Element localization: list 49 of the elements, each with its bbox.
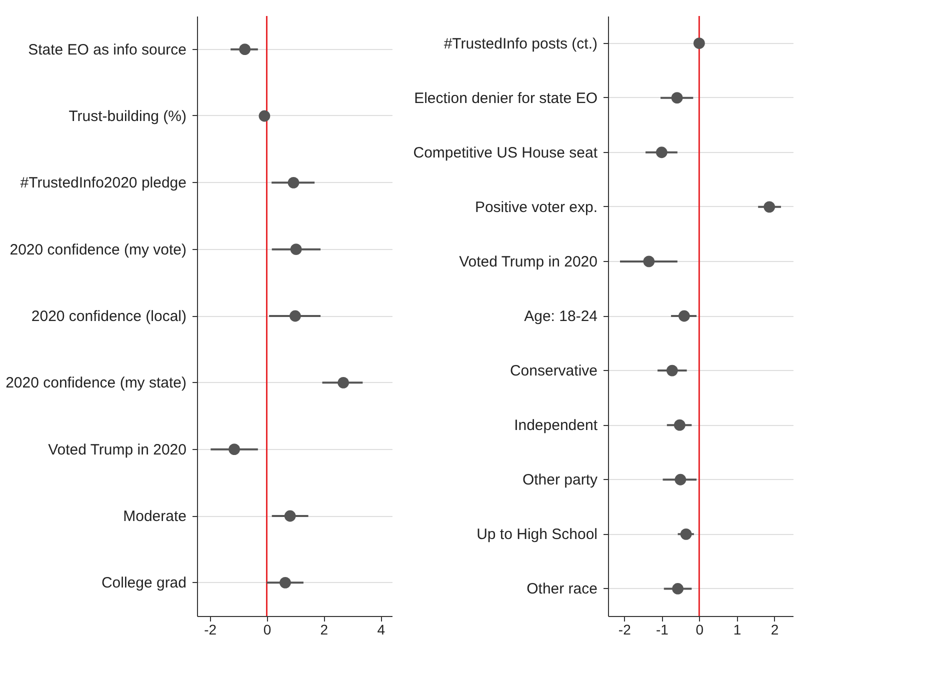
point [643, 256, 655, 268]
y-tick-label: Independent [514, 417, 598, 434]
y-tick-label: 2020 confidence (my vote) [10, 241, 186, 258]
point [674, 474, 686, 486]
x-tick-label: 1 [733, 622, 742, 638]
x-tick-label: 2 [770, 622, 779, 638]
point [290, 310, 301, 322]
point [671, 92, 683, 104]
y-tick-label: Other party [522, 472, 598, 489]
y-tick-label: College grad [101, 574, 186, 592]
point [239, 44, 251, 56]
point [338, 376, 350, 388]
y-tick-label: Other race [526, 580, 598, 598]
y-tick-label: Moderate [123, 508, 186, 525]
x-tick-label: -2 [204, 622, 217, 638]
y-tick-label: #TrustedInfo posts (ct.) [444, 35, 598, 52]
point [284, 510, 296, 522]
point [693, 38, 705, 49]
point [280, 576, 291, 588]
y-tick-label: Election denier for state EO [414, 90, 598, 107]
point [288, 176, 300, 188]
y-tick-label: Trust-building (%) [68, 108, 186, 125]
y-tick-label: #TrustedInfo2020 pledge [20, 174, 186, 192]
x-tick-label: 2 [320, 622, 328, 638]
y-tick-label: State EO as info source [28, 41, 186, 58]
point [656, 146, 668, 158]
point [674, 419, 686, 431]
y-tick-label: Competitive US House seat [413, 144, 598, 162]
x-tick-label: 4 [377, 622, 386, 638]
y-tick-label: Voted Trump in 2020 [48, 441, 186, 458]
point [672, 583, 684, 594]
y-tick-label: Voted Trump in 2020 [459, 253, 598, 270]
point [290, 244, 302, 256]
x-tick-label: 0 [263, 622, 272, 638]
y-tick-label: Positive voter exp. [474, 198, 598, 216]
x-tick-label: -2 [618, 622, 632, 638]
x-tick-label: 0 [696, 622, 704, 638]
point [678, 310, 690, 322]
y-tick-label: Up to High School [476, 526, 598, 544]
point [764, 201, 776, 213]
point [666, 364, 678, 376]
y-tick-label: Age: 18-24 [524, 308, 598, 325]
point [680, 528, 692, 540]
point [258, 110, 270, 122]
y-tick-label: Conservative [510, 362, 598, 380]
y-tick-label: 2020 confidence (my state) [6, 374, 186, 392]
point [228, 444, 240, 456]
x-tick-label: -1 [656, 622, 669, 638]
y-tick-label: 2020 confidence (local) [31, 308, 186, 325]
